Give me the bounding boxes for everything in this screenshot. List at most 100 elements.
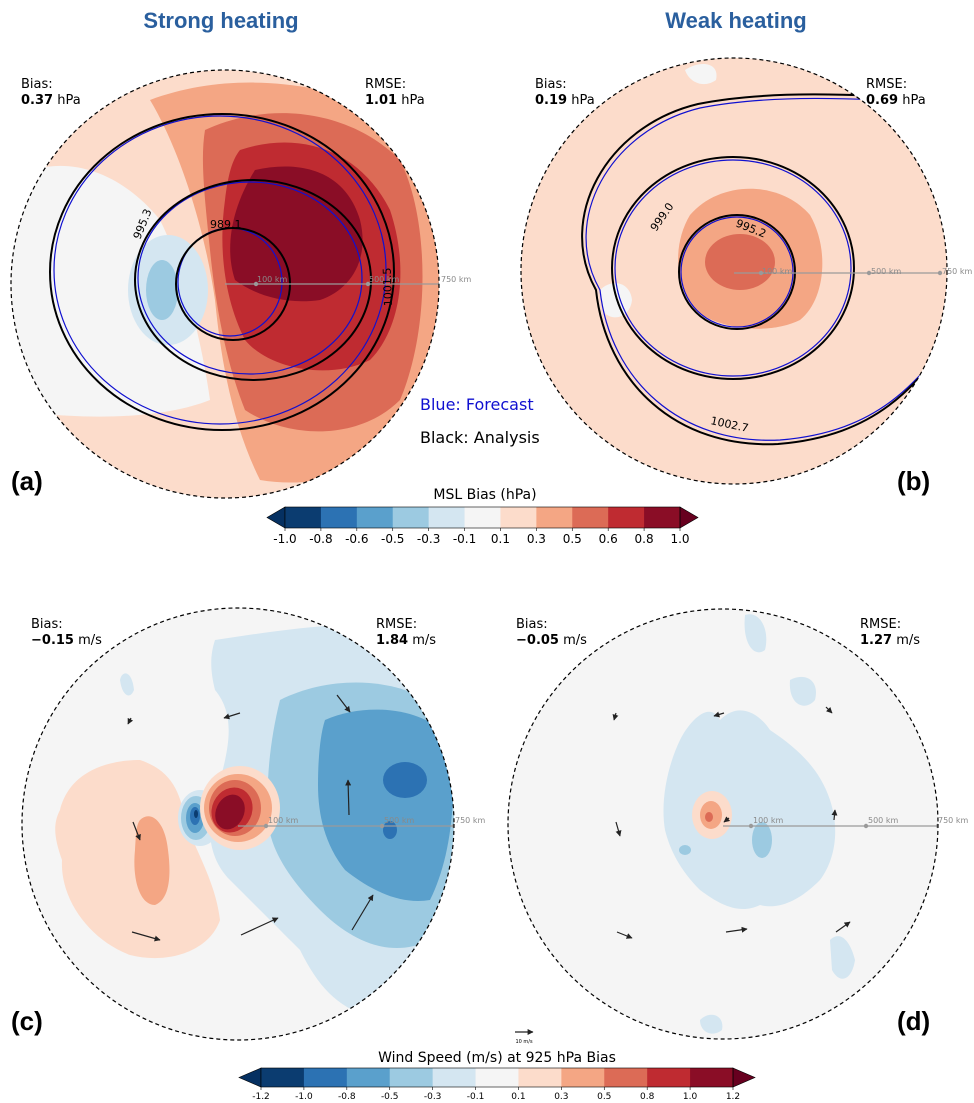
colorbar-segment [647,1068,691,1087]
colorbar-segment [608,507,645,528]
colorbar-tick-label: -0.5 [381,532,404,546]
colorbar-segment [561,1068,605,1087]
colorbar-tick-label: 0.3 [554,1092,568,1102]
colorbar-segment [604,1068,648,1087]
colorbar-tick-label: -0.8 [338,1092,356,1102]
colorbar-tick-label: -1.0 [273,532,296,546]
colorbar-segment [690,1068,734,1087]
panel-label-b: (b) [897,466,930,496]
colorbar-tick-label: -1.2 [252,1092,270,1102]
colorbar-title: Wind Speed (m/s) at 925 hPa Bias [378,1050,616,1066]
colorbar-outline [260,1067,734,1088]
colorbar-wind: Wind Speed (m/s) at 925 hPa Bias -1.2 -1.… [238,1050,756,1102]
colorbar-segment [346,1068,391,1087]
ring-label-750km: 750 km [455,816,485,825]
colorbar-tick-label: -0.3 [417,532,440,546]
contour-label: 1001.5 [381,267,395,306]
colorbar-segment [536,507,573,528]
ring-label-100km: 100 km [257,275,287,284]
colorbar-tick-label: -0.3 [424,1092,442,1102]
colorbar-tick-label: 0.5 [563,532,582,546]
wind-vectors-c [127,694,374,942]
colorbar-tick-label: -0.8 [309,532,332,546]
panel-d: 100 km 500 km 750 km Bias: −0.05 m/s RMS… [507,608,968,1040]
panel-label-d: (d) [897,1006,930,1036]
colorbar-tick-label: 0.5 [597,1092,611,1102]
domain-boundary-c [21,607,455,1041]
colorbar-tick-label: 1.2 [726,1092,740,1102]
colorbar-tick-label: 0.8 [635,532,654,546]
panel-c-field [22,608,454,1040]
rmse-value: 1.84 m/s [376,633,436,648]
colorbar-extend-high [679,506,699,529]
forecast-contours-a [53,115,387,425]
left-column-title: Strong heating [143,8,298,33]
bias-value: 0.19 hPa [535,93,595,108]
panel-a-field [11,70,439,498]
contour-label: 989.1 [210,218,242,231]
domain-boundary-b [520,57,948,485]
colorbar-tick-label: 0.8 [640,1092,655,1102]
colorbar-segment [428,507,466,528]
colorbar-extend-high [732,1067,756,1088]
colorbar-segment [572,507,609,528]
ring-label-500km: 500 km [868,816,898,825]
colorbar-segment [644,507,681,528]
colorbar-segment [392,507,430,528]
wind-vectors-d [612,706,851,939]
colorbar-tick-label: -0.1 [453,532,476,546]
colorbar-tick-label: 1.0 [670,532,689,546]
colorbar-tick-label: 1.0 [683,1092,698,1102]
analysis-contours-b [581,93,947,446]
colorbar-msl: MSL Bias (hPa) -1.0 -0.8 -0.6 -0.5 -0.3 -0.1 0… [266,487,699,546]
panel-label-c: (c) [11,1006,43,1036]
colorbar-extend-low [266,506,286,529]
colorbar-segments [238,1067,756,1088]
vector-key: 10 m/s [515,1029,534,1045]
ring-label-100km: 100 km [762,267,792,276]
colorbar-segments [266,506,699,529]
ring-label-500km: 500 km [871,267,901,276]
ring-label-750km: 750 km [938,816,968,825]
rmse-value: 1.01 hPa [365,93,425,108]
colorbar-segment [303,1068,348,1087]
forecast-contours-b [585,97,947,441]
bias-value: −0.15 m/s [31,633,102,648]
colorbar-segment [356,507,394,528]
colorbar-segment [261,1068,305,1087]
colorbar-tick-label: 0.6 [599,532,618,546]
ring-label-500km: 500 km [369,275,399,284]
ring-label-750km: 750 km [942,267,972,276]
panel-label-a: (a) [11,466,43,496]
colorbar-segment [432,1068,477,1087]
panel-c: 100 km 500 km 750 km Bias: −0.15 m/s RMS… [11,607,485,1041]
vector-key-label: 10 m/s [515,1039,533,1045]
colorbar-segment [320,507,358,528]
panel-b: 100 km 500 km 750 km 999.0 995.2 1002.7 … [520,57,972,496]
rmse-label: RMSE: [365,77,406,92]
bias-value: −0.05 m/s [516,633,587,648]
rmse-value: 1.27 m/s [860,633,920,648]
ring-label-100km: 100 km [268,816,298,825]
rmse-label: RMSE: [376,617,417,632]
bias-label: Bias: [31,617,63,632]
colorbar-tick-label: -0.5 [381,1092,399,1102]
panel-a: 100 km 500 km 750 km 995.3 989.1 1001.5 … [10,69,540,499]
colorbar-segment [464,507,501,528]
domain-boundary-a [10,69,440,499]
colorbar-tick-label: 0.1 [511,1092,525,1102]
colorbar-extend-low [238,1067,262,1088]
panel-b-field [521,58,947,484]
ring-label-750km: 750 km [441,275,471,284]
colorbar-segment [285,507,322,528]
colorbar-ticks: -1.0 -0.8 -0.6 -0.5 -0.3 -0.1 0.1 0.3 0.5 0.6 0.8 1… [273,528,690,546]
domain-boundary-d [507,608,939,1040]
right-column-title: Weak heating [665,8,806,33]
colorbar-outline [284,506,681,529]
colorbar-segment [475,1068,519,1087]
bias-label: Bias: [516,617,548,632]
colorbar-tick-label: -0.1 [467,1092,485,1102]
colorbar-tick-label: -1.0 [295,1092,313,1102]
bias-label: Bias: [535,77,567,92]
